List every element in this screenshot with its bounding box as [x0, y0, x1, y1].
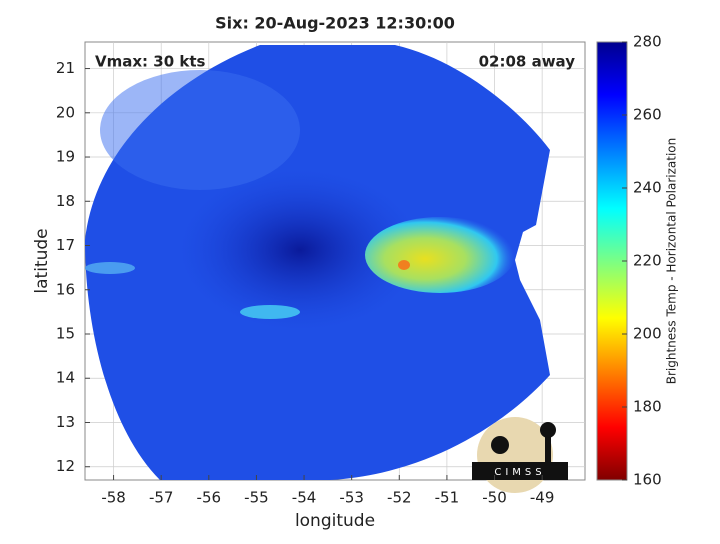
- y-tick-label: 18: [56, 192, 75, 210]
- colorbar-tick-label: 260: [633, 106, 662, 124]
- y-tick-label: 19: [56, 148, 75, 166]
- y-tick-label: 21: [56, 59, 75, 77]
- x-axis-label: longitude: [295, 511, 375, 531]
- convection: [365, 217, 515, 293]
- colorbar-tick-label: 220: [633, 252, 662, 270]
- colorbar-tick-label: 200: [633, 325, 662, 343]
- annotation: 02:08 away: [479, 53, 576, 71]
- band: [240, 305, 300, 319]
- y-tick-label: 15: [56, 325, 75, 343]
- x-tick-label: -51: [435, 489, 460, 507]
- dark-core: [180, 170, 420, 330]
- colorbar-tick-label: 240: [633, 179, 662, 197]
- y-axis-label: latitude: [32, 228, 52, 293]
- colorbar-label: Brightness Temp - Horizontal Polarizatio…: [665, 138, 679, 385]
- x-tick-label: -52: [387, 489, 412, 507]
- x-tick-label: -57: [149, 489, 174, 507]
- logo-text: CIMSS: [494, 467, 545, 478]
- x-tick-label: -55: [244, 489, 269, 507]
- y-tick-label: 14: [56, 369, 75, 387]
- colorbar-tick-label: 160: [633, 471, 662, 489]
- y-tick-label: 17: [56, 236, 75, 254]
- y-tick-label: 20: [56, 103, 75, 121]
- y-tick-label: 13: [56, 413, 75, 431]
- y-tick-label: 16: [56, 280, 75, 298]
- x-tick-label: -53: [339, 489, 364, 507]
- chart-title: Six: 20-Aug-2023 12:30:00: [215, 14, 455, 33]
- hot-spot: [398, 260, 410, 270]
- x-tick-label: -50: [482, 489, 507, 507]
- logo: CIMSS: [472, 417, 568, 493]
- y-tick-label: 12: [56, 457, 75, 475]
- colorbar-tick-label: 280: [633, 33, 662, 51]
- annotation: Vmax: 30 kts: [95, 53, 205, 71]
- x-tick-label: -49: [530, 489, 555, 507]
- light-area: [100, 70, 300, 190]
- x-tick-label: -56: [197, 489, 222, 507]
- x-tick-label: -54: [292, 489, 317, 507]
- x-tick-label: -58: [101, 489, 126, 507]
- swath: [85, 45, 550, 480]
- colorbar-tick-label: 180: [633, 398, 662, 416]
- band: [85, 262, 135, 274]
